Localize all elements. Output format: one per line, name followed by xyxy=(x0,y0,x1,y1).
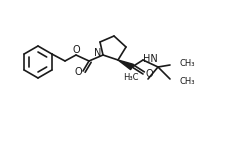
Text: CH₃: CH₃ xyxy=(179,77,195,87)
Text: O: O xyxy=(74,67,82,77)
Polygon shape xyxy=(118,60,133,70)
Text: O: O xyxy=(72,45,80,55)
Text: CH₃: CH₃ xyxy=(179,58,195,67)
Text: N: N xyxy=(94,48,101,58)
Text: O: O xyxy=(144,69,152,79)
Text: HN: HN xyxy=(142,54,157,64)
Text: H₃C: H₃C xyxy=(123,73,138,82)
